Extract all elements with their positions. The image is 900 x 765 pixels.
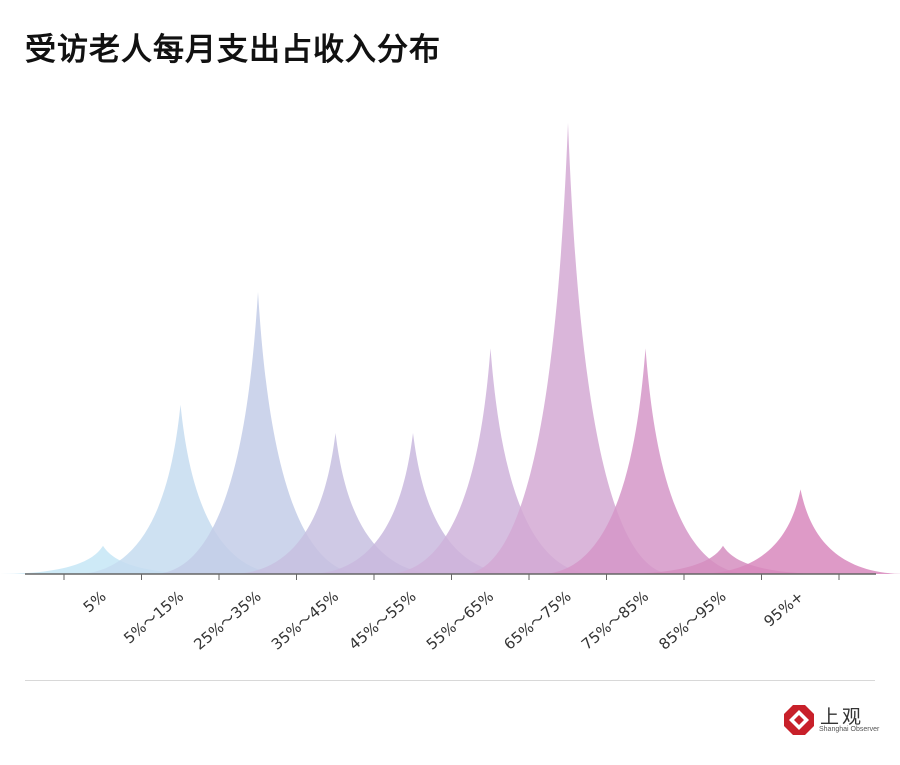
peak-4 — [230, 433, 441, 574]
peak-7 — [463, 122, 673, 575]
x-tick-label: 5%～15% — [120, 587, 187, 647]
x-axis-ticks — [63, 574, 840, 580]
peaks-layer — [0, 122, 900, 575]
peak-6 — [385, 348, 596, 574]
x-tick-label: 45%～55% — [345, 587, 419, 653]
peak-1 — [0, 545, 208, 574]
x-tick-label: 5% — [80, 587, 110, 616]
footer-divider — [25, 680, 875, 681]
peak-9 — [618, 545, 828, 574]
x-axis-labels: 5% 5%～15% 25%～35% 35%～45% 45%～55% 55%～65% 65%～… — [80, 587, 807, 653]
logo-mark-icon — [784, 705, 814, 735]
x-tick-label: 95%+ — [760, 587, 807, 630]
brand-logo: 上观 Shanghai Observer — [783, 700, 883, 740]
x-tick-label: 25%～35% — [190, 587, 264, 653]
chart-area: 5% 5%～15% 25%～35% 35%～45% 45%～55% 55%～65% 65%～… — [0, 122, 900, 654]
x-tick-label: 85%～95% — [655, 587, 729, 653]
x-tick-label: 55%～65% — [423, 587, 497, 653]
peak-3 — [153, 292, 363, 574]
peak-10 — [695, 489, 900, 574]
peak-5 — [308, 433, 518, 574]
x-tick-label: 75%～85% — [578, 587, 652, 653]
peak-8 — [540, 348, 751, 574]
x-tick-label: 65%～75% — [500, 587, 574, 653]
peak-2 — [75, 404, 286, 574]
x-tick-label: 35%～45% — [268, 587, 342, 653]
chart-title: 受访老人每月支出占收入分布 — [25, 32, 441, 68]
logo-text-en: Shanghai Observer — [819, 726, 880, 733]
logo-text-cn: 上观 — [820, 706, 865, 728]
